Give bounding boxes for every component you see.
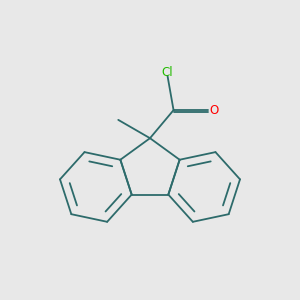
Text: Cl: Cl xyxy=(162,66,173,79)
Text: O: O xyxy=(209,103,218,117)
